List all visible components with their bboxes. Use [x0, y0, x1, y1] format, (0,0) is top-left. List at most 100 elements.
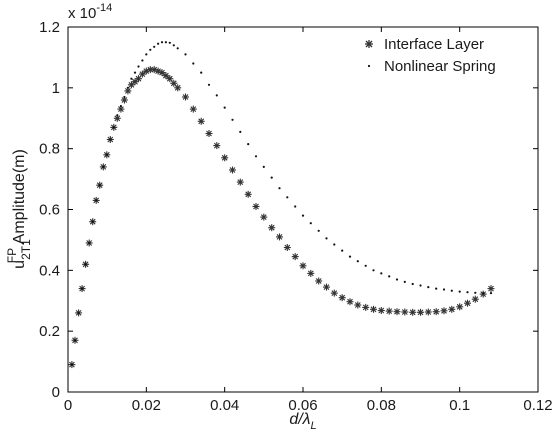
axis-ticks: 0 0.02 0.04 0.06 0.08 0.1 0.12 0 0.2 0.4 0.6 0.8 1 1.…: [39, 19, 552, 414]
data-point-asterisk: [299, 262, 307, 270]
x-tick-label: 0.06: [288, 397, 317, 414]
data-point-dot: [137, 65, 140, 68]
legend: Interface Layer Nonlinear Spring: [365, 36, 496, 75]
data-point-asterisk: [205, 130, 213, 137]
data-point-dot: [325, 237, 328, 240]
data-point-asterisk: [315, 277, 323, 285]
y-axis-label-sub: 2T1: [19, 239, 33, 260]
data-point-dot: [105, 153, 108, 156]
y-tick-label: 0.6: [39, 202, 60, 219]
data-point-dot: [317, 229, 320, 232]
x-axis-label-base: d/: [289, 411, 304, 428]
data-point-asterisk: [393, 308, 401, 316]
data-point-dot: [388, 275, 391, 278]
legend-label-nonlinear-spring: Nonlinear Spring: [384, 58, 496, 75]
data-point-dot: [395, 278, 399, 281]
data-point-dot: [356, 260, 359, 263]
series-layer: [68, 41, 495, 369]
y-tick-label: 0.2: [39, 323, 60, 340]
data-point-asterisk: [291, 253, 299, 261]
data-point-dot: [309, 222, 312, 225]
series-interface-layer: [68, 66, 495, 369]
data-point-asterisk: [354, 301, 362, 309]
y-tick-label: 1: [52, 80, 60, 97]
x-axis-label-sub: L: [311, 420, 317, 432]
data-point-dot: [176, 47, 179, 50]
data-point-asterisk: [464, 299, 471, 307]
y-multiplier-exponent: -14: [96, 2, 112, 14]
data-point-dot: [435, 287, 438, 290]
series-nonlinear-spring: [70, 41, 493, 366]
data-point-dot: [466, 291, 469, 294]
x-tick-label: 0.04: [210, 397, 239, 414]
data-point-dot: [149, 48, 152, 51]
data-point-asterisk: [487, 285, 495, 293]
data-point-dot: [164, 41, 167, 44]
data-point-dot: [341, 249, 344, 252]
y-tick-label: 0.4: [39, 262, 60, 279]
data-point-asterisk: [124, 87, 132, 95]
data-point-asterisk: [138, 70, 146, 78]
data-point-dot: [411, 282, 414, 286]
data-point-dot: [130, 77, 133, 80]
data-point-dot: [247, 143, 250, 146]
data-point-dot: [278, 187, 281, 190]
x-tick-label: 0.08: [367, 397, 396, 414]
data-point-asterisk: [166, 75, 174, 83]
data-point-dot: [270, 176, 273, 179]
data-point-asterisk: [268, 224, 276, 232]
y-tick-label: 0: [52, 384, 60, 401]
data-point-dot: [70, 363, 73, 366]
data-point-dot: [286, 196, 289, 199]
data-point-asterisk: [260, 213, 268, 221]
data-point-asterisk: [283, 244, 291, 251]
data-point-asterisk: [113, 114, 121, 122]
data-point-dot: [489, 292, 493, 295]
data-point-dot: [141, 59, 144, 62]
data-point-dot: [262, 165, 265, 168]
data-point-dot: [145, 53, 148, 56]
data-point-dot: [153, 45, 156, 48]
data-point-dot: [474, 291, 477, 294]
data-point-asterisk: [162, 72, 170, 80]
y-axis-label-sup: FP: [5, 248, 19, 263]
data-point-dot: [160, 41, 164, 44]
x-tick-label: 0: [64, 397, 72, 414]
data-point-asterisk: [158, 69, 166, 77]
data-point-dot: [200, 71, 203, 74]
data-point-dot: [333, 243, 336, 246]
data-point-asterisk: [252, 203, 260, 210]
data-point-asterisk: [244, 190, 252, 198]
data-point-dot: [91, 220, 94, 223]
data-point-dot: [119, 105, 122, 108]
data-point-asterisk: [448, 305, 456, 313]
data-point-asterisk: [440, 307, 448, 315]
data-point-asterisk: [409, 308, 417, 316]
data-point-dot: [458, 290, 461, 293]
y-axis-label: u2T1FP Amplitude(m): [5, 149, 33, 269]
x-axis-label-greek: λ: [302, 411, 311, 428]
data-point-dot: [207, 83, 211, 86]
data-point-dot: [192, 62, 195, 65]
data-point-asterisk: [221, 154, 229, 162]
data-point-asterisk: [471, 295, 479, 303]
data-point-dot: [442, 288, 446, 291]
x-axis-label: d/λL: [289, 411, 316, 432]
data-point-dot: [157, 42, 160, 45]
data-point-dot: [231, 118, 234, 121]
data-point-dot: [403, 280, 406, 283]
data-point-asterisk: [338, 294, 346, 302]
data-point-dot: [168, 41, 171, 44]
y-tick-label: 0.8: [39, 141, 60, 158]
data-point-asterisk: [377, 307, 385, 314]
x-tick-label: 0.02: [132, 397, 161, 414]
data-point-asterisk: [182, 93, 189, 101]
data-point-dot: [133, 71, 137, 74]
data-point-asterisk: [276, 233, 283, 241]
data-point-asterisk: [307, 269, 315, 277]
data-point-asterisk: [424, 308, 432, 316]
data-point-dot: [450, 289, 453, 292]
data-point-dot: [294, 205, 297, 208]
data-point-asterisk: [456, 303, 464, 311]
data-point-dot: [84, 263, 87, 266]
